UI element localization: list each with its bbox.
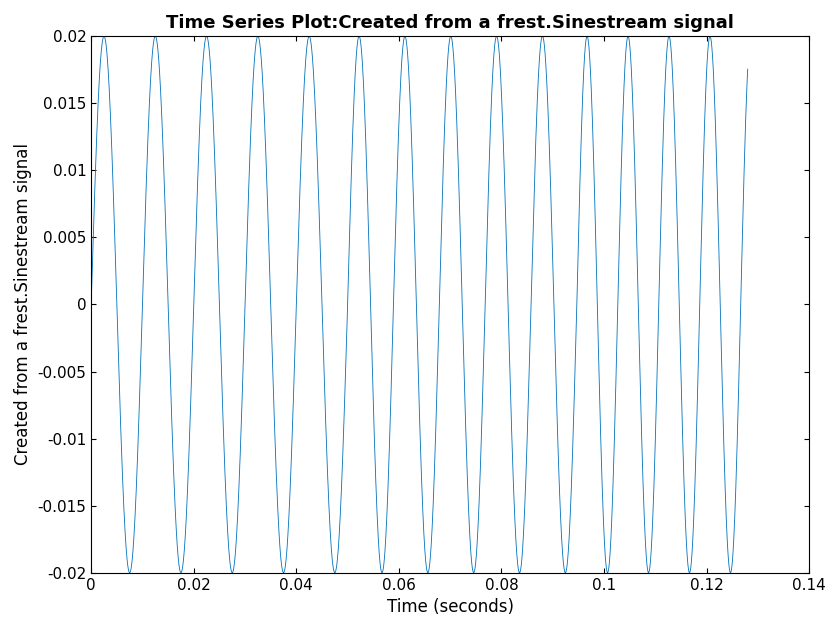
X-axis label: Time (seconds): Time (seconds): [386, 598, 514, 616]
Title: Time Series Plot:Created from a frest.Sinestream signal: Time Series Plot:Created from a frest.Si…: [166, 14, 734, 32]
Y-axis label: Created from a frest.Sinestream signal: Created from a frest.Sinestream signal: [14, 144, 32, 466]
